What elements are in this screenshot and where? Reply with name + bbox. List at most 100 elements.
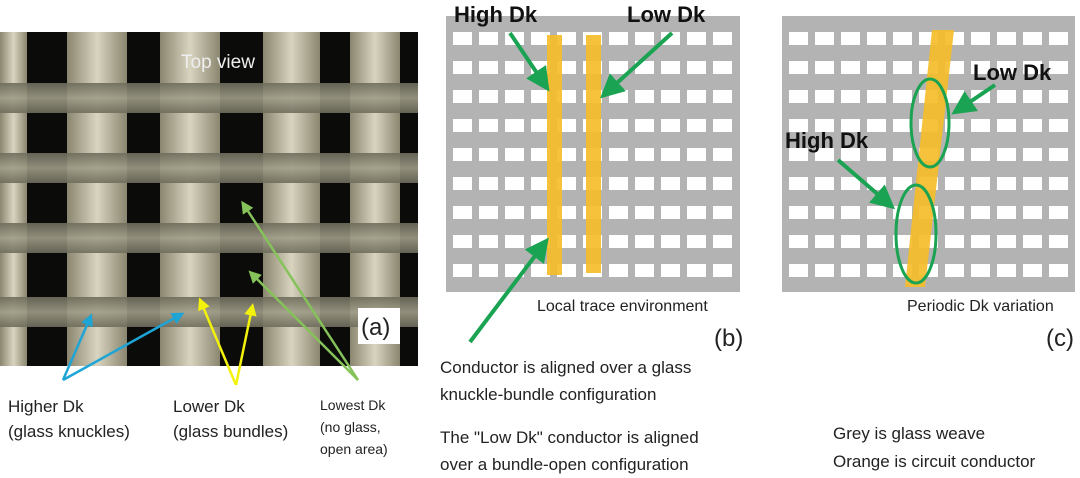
open-area-square bbox=[1023, 264, 1042, 277]
open-area-square bbox=[687, 32, 706, 45]
open-area-square bbox=[661, 264, 680, 277]
lower-dk-label: Lower Dk bbox=[173, 397, 245, 416]
weave-photo bbox=[0, 32, 418, 366]
open-area-square bbox=[841, 235, 860, 248]
open-area-square bbox=[453, 32, 472, 45]
open-area-square bbox=[713, 206, 732, 219]
open-area-square bbox=[1049, 235, 1068, 248]
c-low-dk-label: Low Dk bbox=[973, 60, 1052, 85]
glass-weave-grid-b bbox=[446, 16, 740, 292]
open-area-square bbox=[609, 177, 628, 190]
open-area-square bbox=[997, 32, 1016, 45]
open-area-square bbox=[479, 148, 498, 161]
open-area-square bbox=[531, 119, 550, 132]
b-caption: Local trace environment bbox=[537, 298, 708, 315]
open-area-square bbox=[815, 177, 834, 190]
open-area-square bbox=[453, 148, 472, 161]
open-area-square bbox=[1049, 90, 1068, 103]
open-area-square bbox=[971, 119, 990, 132]
open-area-square bbox=[687, 148, 706, 161]
open-area-square bbox=[505, 61, 524, 74]
open-area-square bbox=[713, 235, 732, 248]
legend-grey: Grey is glass weave bbox=[833, 424, 985, 443]
open-area-square bbox=[713, 61, 732, 74]
open-area-square bbox=[531, 32, 550, 45]
open-area-square bbox=[661, 61, 680, 74]
open-area-square bbox=[789, 32, 808, 45]
open-area-square bbox=[815, 61, 834, 74]
open-area-square bbox=[867, 119, 886, 132]
open-area-square bbox=[841, 61, 860, 74]
panel-a-tag: (a) bbox=[361, 314, 390, 341]
open-area-square bbox=[453, 61, 472, 74]
open-area-square bbox=[997, 177, 1016, 190]
open-area-square bbox=[661, 90, 680, 103]
angled-conductor bbox=[905, 30, 954, 287]
c-high-dk-label: High Dk bbox=[785, 128, 869, 153]
open-area-square bbox=[1049, 119, 1068, 132]
open-area-square bbox=[997, 61, 1016, 74]
open-area-square bbox=[531, 206, 550, 219]
high-dk-conductor bbox=[547, 35, 562, 275]
open-area-square bbox=[505, 206, 524, 219]
lower-dk-sub: (glass bundles) bbox=[173, 422, 288, 441]
open-area-square bbox=[1049, 177, 1068, 190]
open-area-square bbox=[479, 177, 498, 190]
open-area-square bbox=[867, 264, 886, 277]
open-area-square bbox=[635, 177, 654, 190]
open-area-square bbox=[789, 148, 808, 161]
b-note-3: The "Low Dk" conductor is aligned bbox=[440, 428, 699, 447]
higher-dk-sub: (glass knuckles) bbox=[8, 422, 130, 441]
open-area-square bbox=[997, 90, 1016, 103]
open-area-square bbox=[635, 206, 654, 219]
lowest-dk-arrows bbox=[241, 200, 360, 381]
open-area-square bbox=[1023, 32, 1042, 45]
open-area-square bbox=[971, 32, 990, 45]
lowest-dk-sub2: open area) bbox=[320, 441, 388, 457]
open-area-square bbox=[479, 264, 498, 277]
open-area-square bbox=[661, 206, 680, 219]
open-area-square bbox=[505, 177, 524, 190]
open-area-square bbox=[971, 206, 990, 219]
open-area-square bbox=[453, 206, 472, 219]
lower-dk-arrows bbox=[198, 297, 257, 386]
open-area-square bbox=[867, 90, 886, 103]
high-dk-region bbox=[894, 183, 938, 285]
open-area-square bbox=[1049, 206, 1068, 219]
open-area-square bbox=[997, 235, 1016, 248]
open-area-square bbox=[531, 90, 550, 103]
open-area-square bbox=[479, 206, 498, 219]
open-area-square bbox=[971, 235, 990, 248]
open-area-square bbox=[841, 264, 860, 277]
open-area-square bbox=[789, 61, 808, 74]
open-area-square bbox=[687, 264, 706, 277]
open-area-square bbox=[1049, 264, 1068, 277]
open-area-square bbox=[815, 119, 834, 132]
open-area-square bbox=[479, 235, 498, 248]
b-high-dk-label: High Dk bbox=[454, 2, 538, 27]
open-area-square bbox=[997, 264, 1016, 277]
open-area-square bbox=[713, 119, 732, 132]
open-area-square bbox=[945, 206, 964, 219]
legend-orange: Orange is circuit conductor bbox=[833, 452, 1036, 471]
open-area-square bbox=[479, 119, 498, 132]
open-area-square bbox=[997, 206, 1016, 219]
open-area-square bbox=[661, 119, 680, 132]
open-area-square bbox=[661, 235, 680, 248]
fill-yarn bbox=[0, 83, 418, 113]
b-note-1: Conductor is aligned over a glass bbox=[440, 358, 691, 377]
open-area-square bbox=[997, 119, 1016, 132]
c-arrows bbox=[836, 83, 997, 210]
open-area-square bbox=[945, 235, 964, 248]
open-area-square bbox=[635, 90, 654, 103]
open-area-square bbox=[945, 264, 964, 277]
open-area-square bbox=[789, 119, 808, 132]
open-area-square bbox=[505, 235, 524, 248]
open-area-square bbox=[1049, 32, 1068, 45]
open-area-square bbox=[815, 32, 834, 45]
open-area-square bbox=[789, 235, 808, 248]
open-area-square bbox=[505, 148, 524, 161]
open-area-square bbox=[841, 90, 860, 103]
open-area-square bbox=[479, 90, 498, 103]
open-area-square bbox=[1023, 177, 1042, 190]
